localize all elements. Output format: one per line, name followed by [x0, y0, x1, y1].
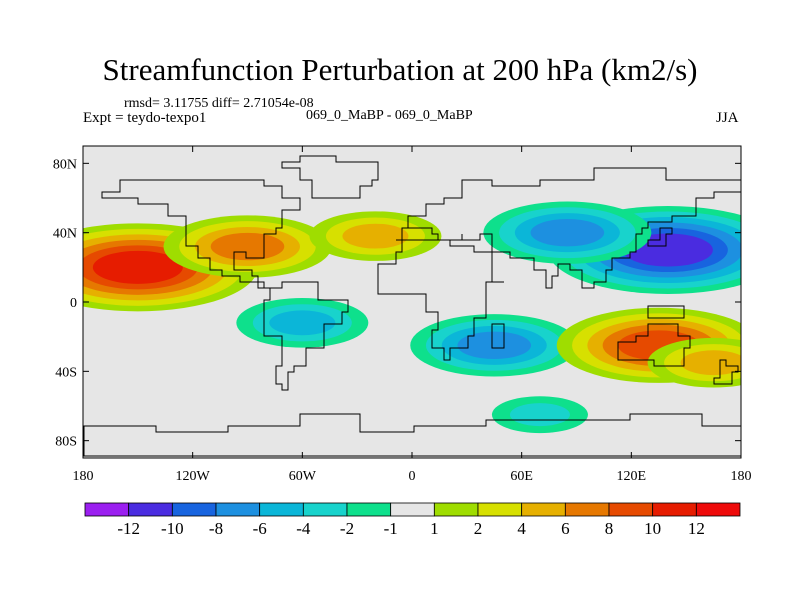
contour-band [509, 403, 570, 427]
colorbar-label: -4 [296, 519, 311, 538]
y-tick-label: 40N [53, 227, 77, 242]
colorbar: -12 -10 -8 -6 -4 -2 -1 1 2 4 6 8 10 12 [84, 502, 741, 538]
colorbar-label: 6 [561, 519, 570, 538]
colorbar-swatch [346, 502, 392, 517]
experiment-label: Expt = teydo-texpo1 [83, 110, 207, 126]
contour-band [92, 250, 183, 284]
stats-label: rmsd= 3.11755 diff= 2.71054e-08 [124, 96, 314, 111]
contour-band [680, 350, 741, 376]
x-tick-label: 60E [510, 469, 533, 484]
colorbar-swatch [564, 502, 610, 517]
colorbar-swatch [302, 502, 348, 517]
coastline-path [101, 179, 301, 289]
coastline-path [713, 359, 739, 385]
colorbar-label: 2 [474, 519, 483, 538]
colorbar-label: 10 [644, 519, 661, 538]
x-tick-label: 180 [73, 469, 94, 484]
y-tick-label: 0 [70, 296, 77, 311]
coastline-path [281, 155, 379, 199]
contour-band [342, 223, 409, 249]
colorbar-label: -8 [209, 519, 223, 538]
x-tick-label: 120W [176, 469, 211, 484]
contour-band [457, 331, 532, 360]
coastline-path [83, 413, 741, 457]
x-tick-label: 120E [617, 469, 647, 484]
chart-title: Streamfunction Perturbation at 200 hPa (… [102, 52, 698, 87]
coastline-path [263, 281, 349, 391]
coastline-path [396, 167, 741, 289]
colorbar-swatch [171, 502, 217, 517]
contour-field [83, 146, 741, 458]
colorbar-label: 1 [430, 519, 439, 538]
coastline-path [377, 239, 504, 361]
coastline-path [491, 323, 505, 349]
colorbar-label: -12 [117, 519, 140, 538]
colorbar-label: 12 [688, 519, 705, 538]
colorbar-swatch [128, 502, 173, 517]
x-tick-label: 180 [731, 469, 752, 484]
coastline-path [617, 323, 691, 367]
y-tick-label: 80S [55, 435, 77, 450]
colorbar-swatch [652, 502, 697, 517]
contour-band [269, 310, 336, 336]
colorbar-swatch [695, 502, 741, 517]
x-tick-label: 0 [409, 469, 416, 484]
colorbar-swatch [433, 502, 479, 517]
colorbar-swatch [477, 502, 523, 517]
contour-band [210, 232, 285, 261]
colorbar-label: -10 [161, 519, 184, 538]
season-label: JJA [716, 110, 739, 126]
x-tick-label: 60W [289, 469, 317, 484]
colorbar-swatch [390, 502, 435, 517]
contour-band [530, 218, 605, 247]
colorbar-swatch [84, 502, 130, 517]
coastline-path [647, 305, 685, 319]
colorbar-label: -6 [253, 519, 267, 538]
colorbar-label: 8 [605, 519, 614, 538]
comparison-label: 069_0_MaBP - 069_0_MaBP [306, 108, 473, 123]
colorbar-swatch [215, 502, 261, 517]
colorbar-swatch [259, 502, 304, 517]
colorbar-swatch [521, 502, 566, 517]
colorbar-label: -1 [384, 519, 398, 538]
y-tick-label: 80N [53, 157, 77, 172]
axes: 180 120W 60W 0 60E 120E 180 80N 40N 0 40S 80S [53, 146, 752, 484]
coastline-path [647, 227, 673, 247]
colorbar-label: -2 [340, 519, 354, 538]
colorbar-label: 4 [517, 519, 526, 538]
colorbar-swatch [608, 502, 654, 517]
coastlines [83, 155, 741, 457]
y-tick-label: 40S [55, 365, 77, 380]
